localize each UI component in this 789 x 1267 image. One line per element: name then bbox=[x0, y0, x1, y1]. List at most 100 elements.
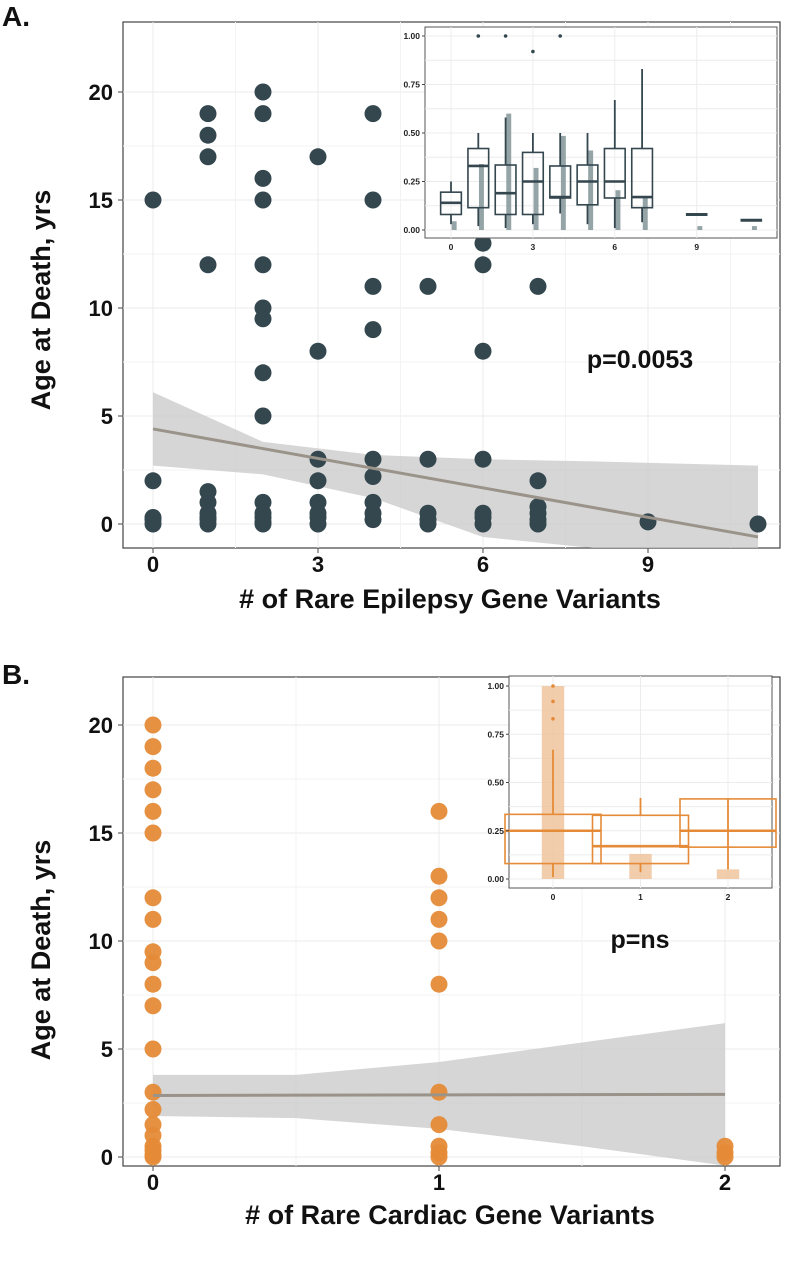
data-point bbox=[144, 1040, 162, 1058]
inset-bar bbox=[533, 167, 539, 230]
inset-bar bbox=[751, 226, 757, 230]
data-point bbox=[364, 467, 382, 485]
inset-y-tick-label: 0.00 bbox=[487, 874, 504, 884]
inset-x-tick-label: 1 bbox=[638, 892, 643, 902]
data-point bbox=[749, 515, 767, 533]
y-tick-label: 0 bbox=[101, 512, 113, 537]
data-point bbox=[144, 802, 162, 820]
data-point bbox=[430, 1116, 448, 1134]
data-point bbox=[144, 191, 162, 209]
x-tick-label: 9 bbox=[642, 552, 654, 577]
inset-x-tick-label: 9 bbox=[694, 242, 699, 252]
inset-y-tick-label: 0.75 bbox=[487, 729, 504, 739]
data-point bbox=[254, 407, 272, 425]
data-point bbox=[474, 450, 492, 468]
y-axis-title: Age at Death, yrs bbox=[26, 190, 56, 411]
inset-bar bbox=[560, 135, 566, 230]
data-point bbox=[199, 511, 217, 529]
x-tick-label: 6 bbox=[477, 552, 489, 577]
inset-y-tick-label: 0.75 bbox=[403, 80, 420, 90]
data-point bbox=[419, 450, 437, 468]
data-point bbox=[430, 1148, 448, 1166]
inset-outlier bbox=[476, 34, 481, 38]
data-point bbox=[254, 105, 272, 123]
data-point bbox=[716, 1148, 734, 1166]
data-point bbox=[199, 148, 217, 166]
inset-outlier bbox=[551, 717, 555, 721]
data-point bbox=[364, 191, 382, 209]
regression-line bbox=[152, 427, 759, 539]
data-point bbox=[144, 889, 162, 907]
data-point bbox=[144, 1083, 162, 1101]
inset-outlier bbox=[558, 34, 562, 38]
x-tick-label: 2 bbox=[719, 1170, 731, 1195]
data-point bbox=[254, 310, 272, 328]
data-point bbox=[430, 932, 448, 950]
inset-bar bbox=[588, 150, 594, 230]
panel-a: 0 5 10 15 20 0 3 6 9 A. # of Rare Epilepsy Gene Va… bbox=[2, 1, 781, 614]
data-point bbox=[309, 515, 327, 533]
inset-x-tick-label: 3 bbox=[531, 242, 536, 252]
y-axis-title: Age at Death, yrs bbox=[26, 840, 56, 1061]
data-point bbox=[144, 738, 162, 756]
data-point bbox=[430, 802, 448, 820]
y-tick-label: 15 bbox=[89, 821, 113, 846]
data-point bbox=[144, 1148, 162, 1166]
x-axis-title: # of Rare Epilepsy Gene Variants bbox=[239, 584, 661, 614]
inset-x-tick-label: 0 bbox=[449, 242, 454, 252]
data-point bbox=[254, 256, 272, 274]
y-tick-label: 10 bbox=[89, 929, 113, 954]
regression-line bbox=[152, 1092, 726, 1097]
data-point bbox=[144, 759, 162, 777]
inset-outlier bbox=[503, 34, 508, 38]
p-value-annotation: p=ns bbox=[610, 926, 669, 954]
data-point bbox=[309, 342, 327, 360]
inset-y-tick-label: 0.50 bbox=[403, 128, 420, 138]
y-tick-label: 5 bbox=[101, 404, 113, 429]
data-point bbox=[419, 515, 437, 533]
data-point bbox=[364, 450, 382, 468]
y-tick-label: 15 bbox=[89, 188, 113, 213]
data-point bbox=[144, 824, 162, 842]
data-point bbox=[144, 997, 162, 1015]
inset-box bbox=[504, 813, 602, 865]
y-tick-label: 20 bbox=[89, 80, 113, 105]
inset-boxplot: 0.00 0.25 0.50 0.75 1.00 0 3 6 9 bbox=[403, 26, 778, 252]
data-point bbox=[529, 472, 547, 490]
data-point bbox=[364, 321, 382, 339]
inset-x-tick-label: 0 bbox=[551, 892, 556, 902]
data-point bbox=[474, 515, 492, 533]
data-point bbox=[144, 910, 162, 928]
inset-bar bbox=[451, 221, 457, 230]
data-point bbox=[430, 910, 448, 928]
panel-label: B. bbox=[2, 659, 30, 690]
x-axis-title: # of Rare Cardiac Gene Variants bbox=[245, 1200, 655, 1230]
inset-bar bbox=[642, 197, 648, 230]
inset-y-tick-label: 1.00 bbox=[487, 681, 504, 691]
inset-outlier bbox=[531, 49, 535, 54]
inset-y-tick-label: 0.25 bbox=[403, 177, 420, 187]
inset-box bbox=[521, 151, 545, 216]
x-tick-label: 1 bbox=[433, 1170, 445, 1195]
x-tick-label: 3 bbox=[312, 552, 324, 577]
data-point bbox=[144, 1100, 162, 1118]
inset-boxplot: 0.00 0.25 0.50 0.75 1.00 0 1 2 bbox=[487, 675, 777, 902]
inset-bar bbox=[615, 190, 621, 230]
inset-bar bbox=[506, 113, 512, 230]
inset-outlier bbox=[551, 684, 555, 688]
data-point bbox=[364, 277, 382, 295]
inset-x-tick-label: 2 bbox=[726, 892, 731, 902]
data-point bbox=[474, 256, 492, 274]
data-point bbox=[529, 515, 547, 533]
inset-bar bbox=[478, 164, 484, 230]
data-point bbox=[364, 105, 382, 123]
data-point bbox=[364, 511, 382, 529]
y-tick-label: 5 bbox=[101, 1037, 113, 1062]
data-point bbox=[144, 975, 162, 993]
inset-bar bbox=[697, 226, 703, 230]
x-tick-label: 0 bbox=[147, 1170, 159, 1195]
inset-y-tick-label: 1.00 bbox=[403, 31, 420, 41]
inset-box bbox=[591, 814, 690, 865]
